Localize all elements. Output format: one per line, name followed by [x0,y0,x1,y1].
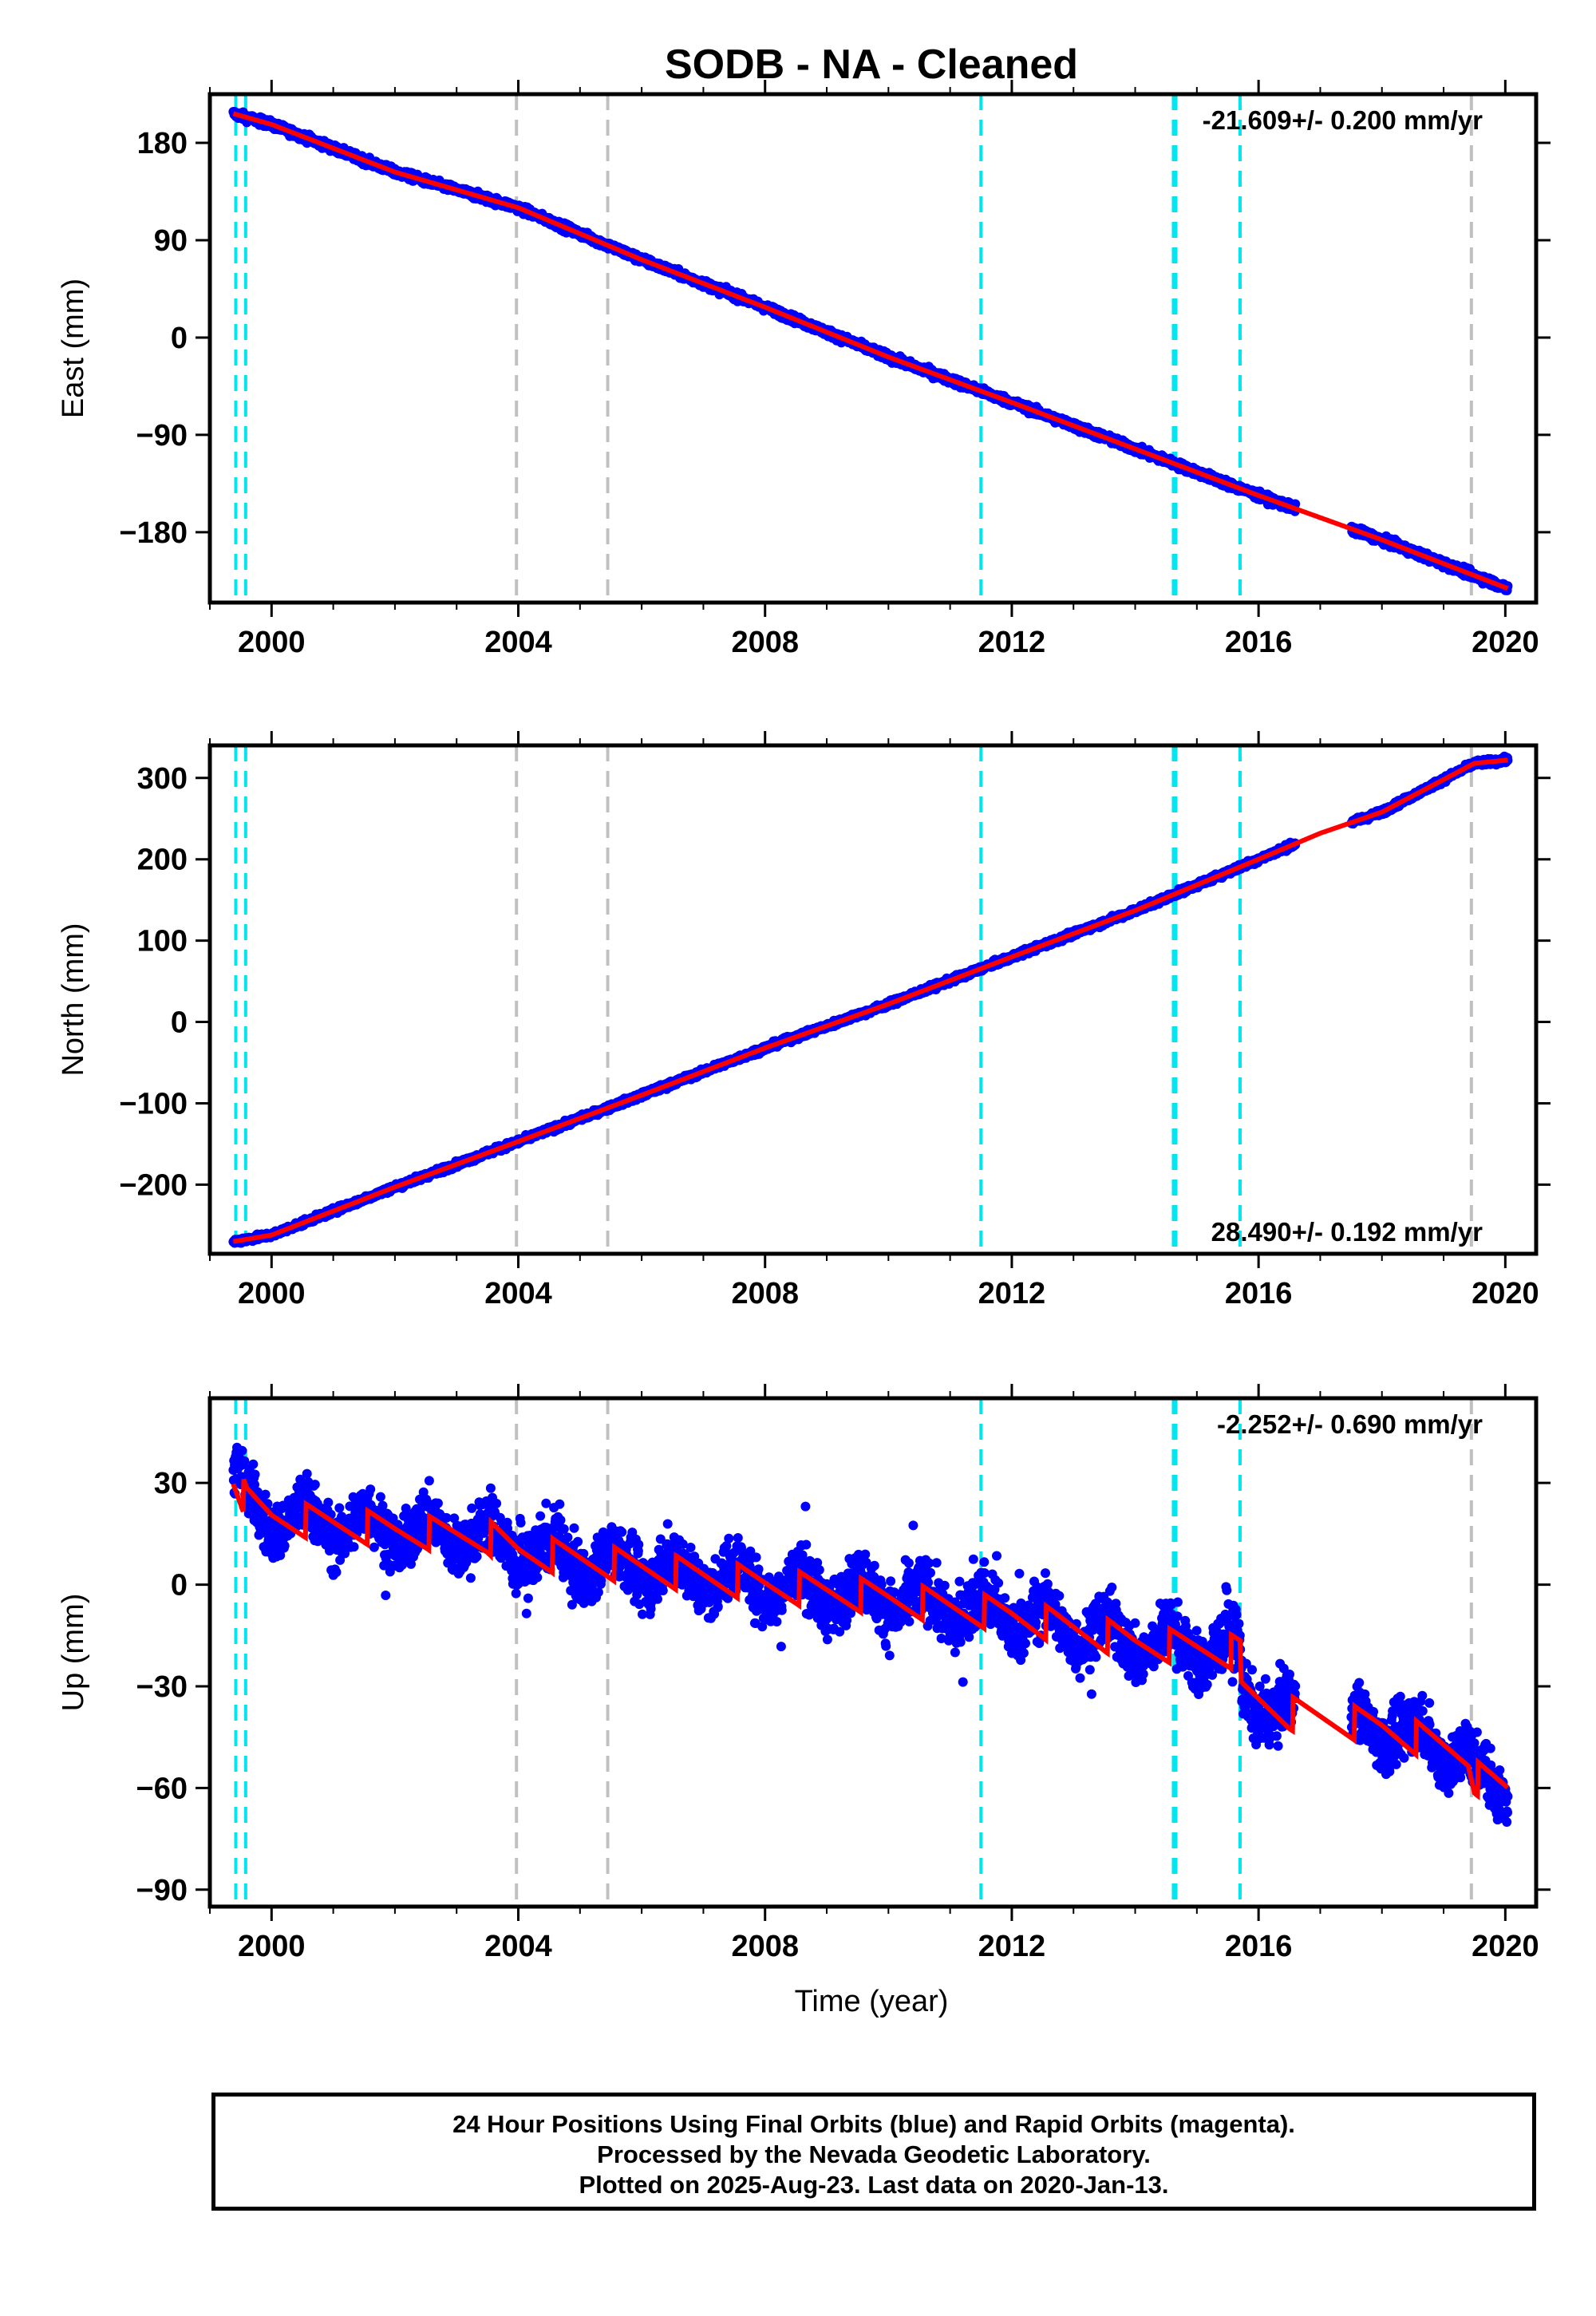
y-tick-label: −90 [136,419,188,453]
y-tick-label: −180 [119,516,188,550]
plot-area [228,94,1513,603]
y-axis-label: East (mm) [57,279,90,418]
x-tick-label: 2008 [731,626,799,659]
chart-title: SODB - NA - Cleaned [665,41,1078,88]
daily-positions [228,751,1513,1248]
x-tick-label: 2020 [1472,626,1539,659]
x-tick-label: 2004 [484,626,552,659]
rate-label: -21.609+/- 0.200 mm/yr [1203,105,1483,135]
x-tick-label: 2012 [978,626,1046,659]
x-tick-label: 2000 [238,626,306,659]
y-tick-label: 180 [137,127,188,160]
x-tick-label: 2016 [1225,626,1293,659]
plot-frame [207,92,1539,605]
plot-area [228,745,1513,1254]
panel-east: 2000 2004 2008 2012 2016 2020 −180 −90 0 90 180 Eas… [57,80,1551,659]
y-tick-label: 0 [171,322,188,355]
panel-north: 2000 2004 2008 2012 2016 2020−200−10001002003… [57,731,1551,1310]
model-line [232,111,1509,591]
y-tick-label: 90 [154,224,188,258]
